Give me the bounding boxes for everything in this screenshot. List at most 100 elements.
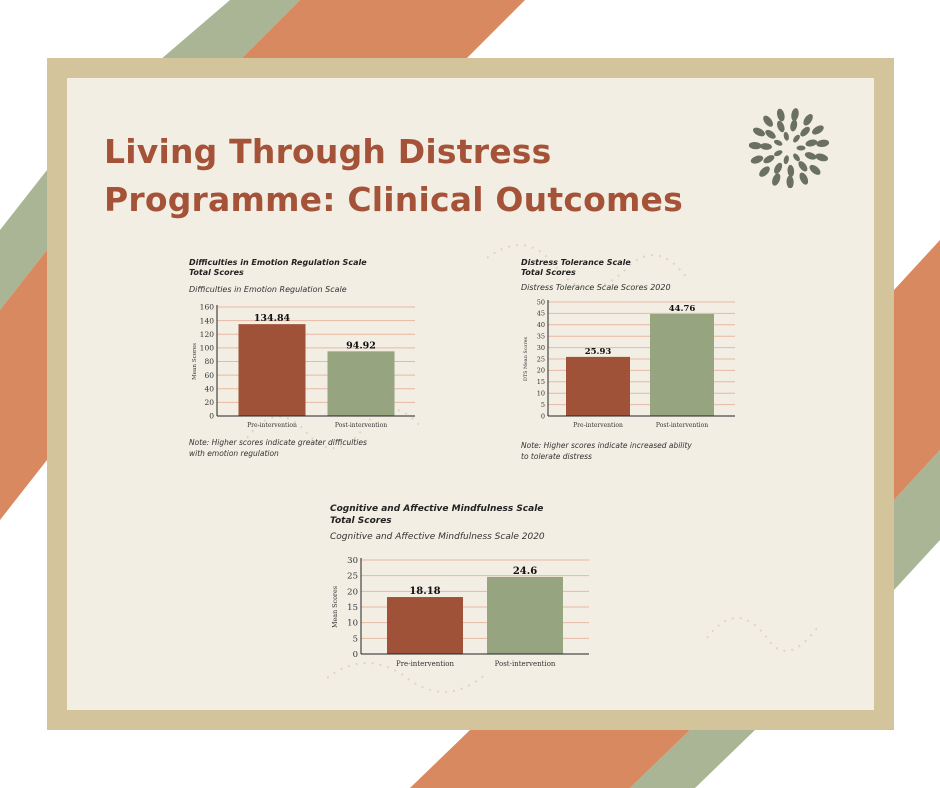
stripe-green-top [160,0,300,60]
logo-leaf [759,166,770,177]
logo-leaf [774,150,783,157]
logo-leaf [763,155,775,164]
y-axis-label: Mean Scores [331,586,339,628]
bar [650,313,714,416]
y-tick-label: 20 [347,587,358,597]
value-label: 94.92 [346,340,376,351]
logo-leaf [783,155,789,165]
bar-chart-plot: 0 20 40 60 80 100 120 140 160 134.84 Pre-intervent… [192,303,415,429]
x-tick-label: Post-intervention [335,422,387,429]
chart-subtitle: Cognitive and Affective Mindfulness Scal… [330,532,545,542]
logo-leaf [793,153,800,162]
y-tick-label: 0 [541,412,545,420]
logo-leaf [760,143,772,150]
logo-leaf [777,120,785,133]
y-axis-label: Mean Scores [192,343,198,380]
y-tick-label: 35 [537,332,545,340]
stripe-orange-bottom [410,730,690,788]
chart-note: Note: Higher scores indicate increased a… [521,441,692,461]
logo-leaf [803,114,813,126]
y-tick-label: 10 [537,389,545,397]
y-tick-label: 160 [200,303,215,312]
y-tick-label: 80 [204,357,214,366]
y-tick-label: 40 [537,321,545,329]
bar [238,324,306,416]
logo-leaf [796,145,806,151]
y-tick-label: 5 [541,401,545,409]
title-line-1: Living Through Distress [104,132,552,171]
y-tick-label: 20 [204,398,214,407]
stripe-green-right [894,450,940,590]
y-tick-label: 30 [347,556,358,566]
logo-leaf [816,139,829,147]
x-tick-label: Post-intervention [495,660,556,668]
logo-leaf [800,126,810,137]
value-label: 24.6 [513,566,537,577]
stripe-orange-left [0,250,47,520]
logo-leaf [765,129,776,139]
logo-leaf [763,115,774,127]
logo-leaf [793,134,800,143]
stripe-green-left [0,170,47,310]
logo-leaf [776,108,785,122]
bar [566,356,630,416]
chart-title: Cognitive and Affective Mindfulness Scal… [330,504,544,526]
x-tick-label: Post-intervention [656,422,708,429]
y-axis-label: DTS Mean Scores [523,336,529,381]
x-tick-label: Pre-intervention [396,660,454,668]
chart-mindfulness: Cognitive and Affective Mindfulness Scal… [307,496,627,701]
y-tick-label: 0 [353,650,358,660]
chart-emotion-regulation: Difficulties in Emotion Regulation Scale… [167,254,457,484]
value-label: 18.18 [409,586,440,597]
logo-leaf [750,155,764,164]
bar-chart-plot: 0 5 10 15 20 25 30 35 40 45 50 25.93 Pre-interventio… [523,298,735,429]
y-tick-label: 45 [537,310,545,318]
y-tick-label: 25 [537,355,545,363]
y-tick-label: 50 [537,298,545,306]
y-tick-label: 0 [209,412,214,421]
logo-leaf [749,141,762,150]
logo-leaf [783,131,789,141]
y-tick-label: 10 [347,619,358,629]
value-label: 44.76 [669,304,696,314]
x-tick-label: Pre-intervention [573,422,623,429]
logo-leaf [809,164,821,175]
bar [327,351,395,416]
y-tick-label: 60 [204,371,214,380]
content-panel: Living Through Distress Programme: Clini… [67,78,874,710]
bar-chart-plot: 0 5 10 15 20 25 30 18.18 Pre-intervention 24.6 Pos… [331,556,589,668]
value-label: 25.93 [585,347,612,357]
logo-leaf [815,153,829,162]
chart-title: Difficulties in Emotion Regulation Scale… [189,258,367,277]
stripe-orange-right [894,240,940,500]
logo-leaf [812,125,824,135]
y-tick-label: 15 [537,378,545,386]
stripe-green-bottom [630,730,755,788]
logo-leaf [753,127,765,137]
logo-leaf [790,119,798,132]
y-tick-label: 25 [347,572,358,582]
y-tick-label: 100 [200,344,215,353]
y-tick-label: 140 [200,316,215,325]
y-tick-label: 5 [353,634,358,644]
logo-leaf [787,164,795,177]
logo-leaf [799,172,809,185]
chart-note: Note: Higher scores indicate greater dif… [189,438,367,458]
chart-subtitle: Difficulties in Emotion Regulation Scale [189,285,347,294]
y-tick-label: 30 [537,344,545,352]
leaf-wreath-logo-icon [749,108,829,188]
title-line-2: Programme: Clinical Outcomes [104,180,683,219]
logo-leaf [798,161,808,172]
y-tick-label: 40 [204,384,214,393]
frame: Living Through Distress Programme: Clini… [47,58,894,730]
stripe-orange-top [240,0,525,60]
logo-leaf [774,139,783,146]
y-tick-label: 20 [537,367,545,375]
bar [487,576,563,654]
logo-leaf [791,108,799,121]
y-tick-label: 120 [200,330,215,339]
value-label: 134.84 [254,313,291,324]
logo-leaf [786,175,794,188]
logo-leaf [774,162,783,174]
